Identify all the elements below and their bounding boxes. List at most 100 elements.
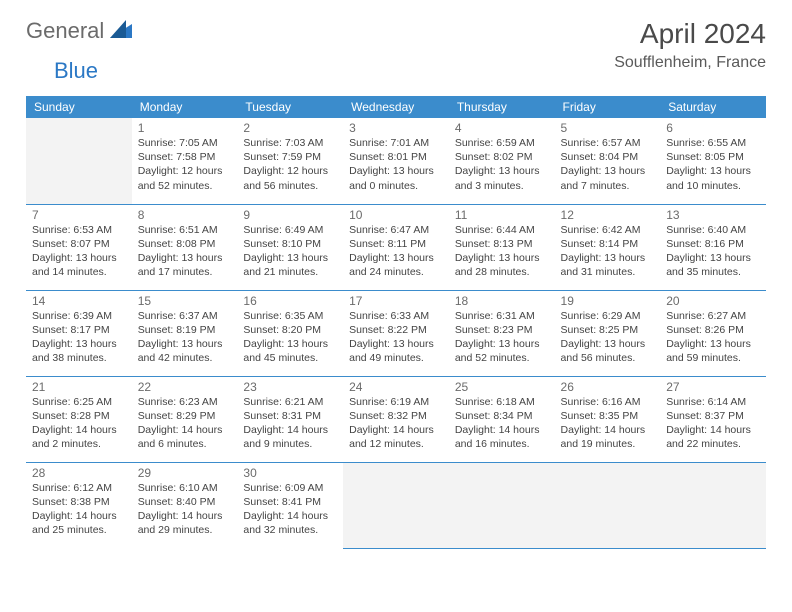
day-info: Sunrise: 6:21 AMSunset: 8:31 PMDaylight:…	[243, 395, 337, 452]
calendar-head: SundayMondayTuesdayWednesdayThursdayFrid…	[26, 96, 766, 118]
weekday-header: Friday	[555, 96, 661, 118]
day-info: Sunrise: 6:09 AMSunset: 8:41 PMDaylight:…	[243, 481, 337, 538]
day-number: 18	[455, 294, 549, 308]
weekday-header: Sunday	[26, 96, 132, 118]
calendar-cell: 4Sunrise: 6:59 AMSunset: 8:02 PMDaylight…	[449, 118, 555, 204]
calendar-cell	[449, 462, 555, 548]
day-number: 12	[561, 208, 655, 222]
calendar-cell: 9Sunrise: 6:49 AMSunset: 8:10 PMDaylight…	[237, 204, 343, 290]
calendar-cell: 17Sunrise: 6:33 AMSunset: 8:22 PMDayligh…	[343, 290, 449, 376]
day-number: 28	[32, 466, 126, 480]
day-info: Sunrise: 6:40 AMSunset: 8:16 PMDaylight:…	[666, 223, 760, 280]
day-info: Sunrise: 6:27 AMSunset: 8:26 PMDaylight:…	[666, 309, 760, 366]
day-info: Sunrise: 6:25 AMSunset: 8:28 PMDaylight:…	[32, 395, 126, 452]
day-info: Sunrise: 6:12 AMSunset: 8:38 PMDaylight:…	[32, 481, 126, 538]
calendar-cell: 18Sunrise: 6:31 AMSunset: 8:23 PMDayligh…	[449, 290, 555, 376]
day-number: 6	[666, 121, 760, 135]
day-number: 27	[666, 380, 760, 394]
day-info: Sunrise: 6:31 AMSunset: 8:23 PMDaylight:…	[455, 309, 549, 366]
calendar-cell: 1Sunrise: 7:05 AMSunset: 7:58 PMDaylight…	[132, 118, 238, 204]
day-number: 20	[666, 294, 760, 308]
calendar-cell: 28Sunrise: 6:12 AMSunset: 8:38 PMDayligh…	[26, 462, 132, 548]
day-info: Sunrise: 6:55 AMSunset: 8:05 PMDaylight:…	[666, 136, 760, 193]
day-info: Sunrise: 7:05 AMSunset: 7:58 PMDaylight:…	[138, 136, 232, 193]
logo-triangle-icon	[110, 20, 132, 43]
day-info: Sunrise: 6:10 AMSunset: 8:40 PMDaylight:…	[138, 481, 232, 538]
day-number: 14	[32, 294, 126, 308]
day-number: 19	[561, 294, 655, 308]
calendar-cell	[660, 462, 766, 548]
calendar-cell	[555, 462, 661, 548]
day-info: Sunrise: 7:01 AMSunset: 8:01 PMDaylight:…	[349, 136, 443, 193]
calendar-cell: 2Sunrise: 7:03 AMSunset: 7:59 PMDaylight…	[237, 118, 343, 204]
day-info: Sunrise: 6:23 AMSunset: 8:29 PMDaylight:…	[138, 395, 232, 452]
calendar-cell: 3Sunrise: 7:01 AMSunset: 8:01 PMDaylight…	[343, 118, 449, 204]
day-info: Sunrise: 6:44 AMSunset: 8:13 PMDaylight:…	[455, 223, 549, 280]
day-info: Sunrise: 6:37 AMSunset: 8:19 PMDaylight:…	[138, 309, 232, 366]
day-number: 21	[32, 380, 126, 394]
calendar-cell: 14Sunrise: 6:39 AMSunset: 8:17 PMDayligh…	[26, 290, 132, 376]
day-info: Sunrise: 6:18 AMSunset: 8:34 PMDaylight:…	[455, 395, 549, 452]
day-number: 29	[138, 466, 232, 480]
day-number: 26	[561, 380, 655, 394]
calendar-cell: 6Sunrise: 6:55 AMSunset: 8:05 PMDaylight…	[660, 118, 766, 204]
calendar-cell: 22Sunrise: 6:23 AMSunset: 8:29 PMDayligh…	[132, 376, 238, 462]
title-block: April 2024 Soufflenheim, France	[614, 18, 766, 72]
calendar-cell: 19Sunrise: 6:29 AMSunset: 8:25 PMDayligh…	[555, 290, 661, 376]
day-info: Sunrise: 7:03 AMSunset: 7:59 PMDaylight:…	[243, 136, 337, 193]
day-info: Sunrise: 6:47 AMSunset: 8:11 PMDaylight:…	[349, 223, 443, 280]
day-number: 11	[455, 208, 549, 222]
calendar-cell: 11Sunrise: 6:44 AMSunset: 8:13 PMDayligh…	[449, 204, 555, 290]
day-number: 16	[243, 294, 337, 308]
location-label: Soufflenheim, France	[614, 54, 766, 72]
day-info: Sunrise: 6:19 AMSunset: 8:32 PMDaylight:…	[349, 395, 443, 452]
calendar-cell: 16Sunrise: 6:35 AMSunset: 8:20 PMDayligh…	[237, 290, 343, 376]
calendar-cell: 12Sunrise: 6:42 AMSunset: 8:14 PMDayligh…	[555, 204, 661, 290]
calendar-cell: 25Sunrise: 6:18 AMSunset: 8:34 PMDayligh…	[449, 376, 555, 462]
day-info: Sunrise: 6:14 AMSunset: 8:37 PMDaylight:…	[666, 395, 760, 452]
calendar-cell: 10Sunrise: 6:47 AMSunset: 8:11 PMDayligh…	[343, 204, 449, 290]
weekday-header: Wednesday	[343, 96, 449, 118]
calendar-cell	[343, 462, 449, 548]
calendar-cell: 26Sunrise: 6:16 AMSunset: 8:35 PMDayligh…	[555, 376, 661, 462]
weekday-header: Saturday	[660, 96, 766, 118]
day-number: 3	[349, 121, 443, 135]
day-info: Sunrise: 6:16 AMSunset: 8:35 PMDaylight:…	[561, 395, 655, 452]
day-info: Sunrise: 6:51 AMSunset: 8:08 PMDaylight:…	[138, 223, 232, 280]
calendar-body: 1Sunrise: 7:05 AMSunset: 7:58 PMDaylight…	[26, 118, 766, 548]
logo-blue: Blue	[54, 58, 98, 84]
day-info: Sunrise: 6:49 AMSunset: 8:10 PMDaylight:…	[243, 223, 337, 280]
day-number: 7	[32, 208, 126, 222]
day-number: 5	[561, 121, 655, 135]
day-info: Sunrise: 6:39 AMSunset: 8:17 PMDaylight:…	[32, 309, 126, 366]
day-info: Sunrise: 6:33 AMSunset: 8:22 PMDaylight:…	[349, 309, 443, 366]
day-number: 22	[138, 380, 232, 394]
logo: General	[26, 18, 134, 44]
weekday-header: Monday	[132, 96, 238, 118]
calendar-table: SundayMondayTuesdayWednesdayThursdayFrid…	[26, 96, 766, 549]
day-info: Sunrise: 6:42 AMSunset: 8:14 PMDaylight:…	[561, 223, 655, 280]
calendar-cell: 30Sunrise: 6:09 AMSunset: 8:41 PMDayligh…	[237, 462, 343, 548]
weekday-header: Thursday	[449, 96, 555, 118]
calendar-cell: 27Sunrise: 6:14 AMSunset: 8:37 PMDayligh…	[660, 376, 766, 462]
page-title: April 2024	[614, 18, 766, 50]
day-number: 15	[138, 294, 232, 308]
day-number: 2	[243, 121, 337, 135]
calendar-cell: 15Sunrise: 6:37 AMSunset: 8:19 PMDayligh…	[132, 290, 238, 376]
day-info: Sunrise: 6:29 AMSunset: 8:25 PMDaylight:…	[561, 309, 655, 366]
calendar-cell: 24Sunrise: 6:19 AMSunset: 8:32 PMDayligh…	[343, 376, 449, 462]
day-number: 30	[243, 466, 337, 480]
day-number: 24	[349, 380, 443, 394]
calendar-cell: 29Sunrise: 6:10 AMSunset: 8:40 PMDayligh…	[132, 462, 238, 548]
day-info: Sunrise: 6:59 AMSunset: 8:02 PMDaylight:…	[455, 136, 549, 193]
day-number: 1	[138, 121, 232, 135]
calendar-cell: 23Sunrise: 6:21 AMSunset: 8:31 PMDayligh…	[237, 376, 343, 462]
day-info: Sunrise: 6:35 AMSunset: 8:20 PMDaylight:…	[243, 309, 337, 366]
logo-general: General	[26, 18, 104, 44]
day-number: 4	[455, 121, 549, 135]
calendar-cell: 20Sunrise: 6:27 AMSunset: 8:26 PMDayligh…	[660, 290, 766, 376]
day-number: 8	[138, 208, 232, 222]
day-number: 23	[243, 380, 337, 394]
calendar-cell: 21Sunrise: 6:25 AMSunset: 8:28 PMDayligh…	[26, 376, 132, 462]
day-number: 17	[349, 294, 443, 308]
